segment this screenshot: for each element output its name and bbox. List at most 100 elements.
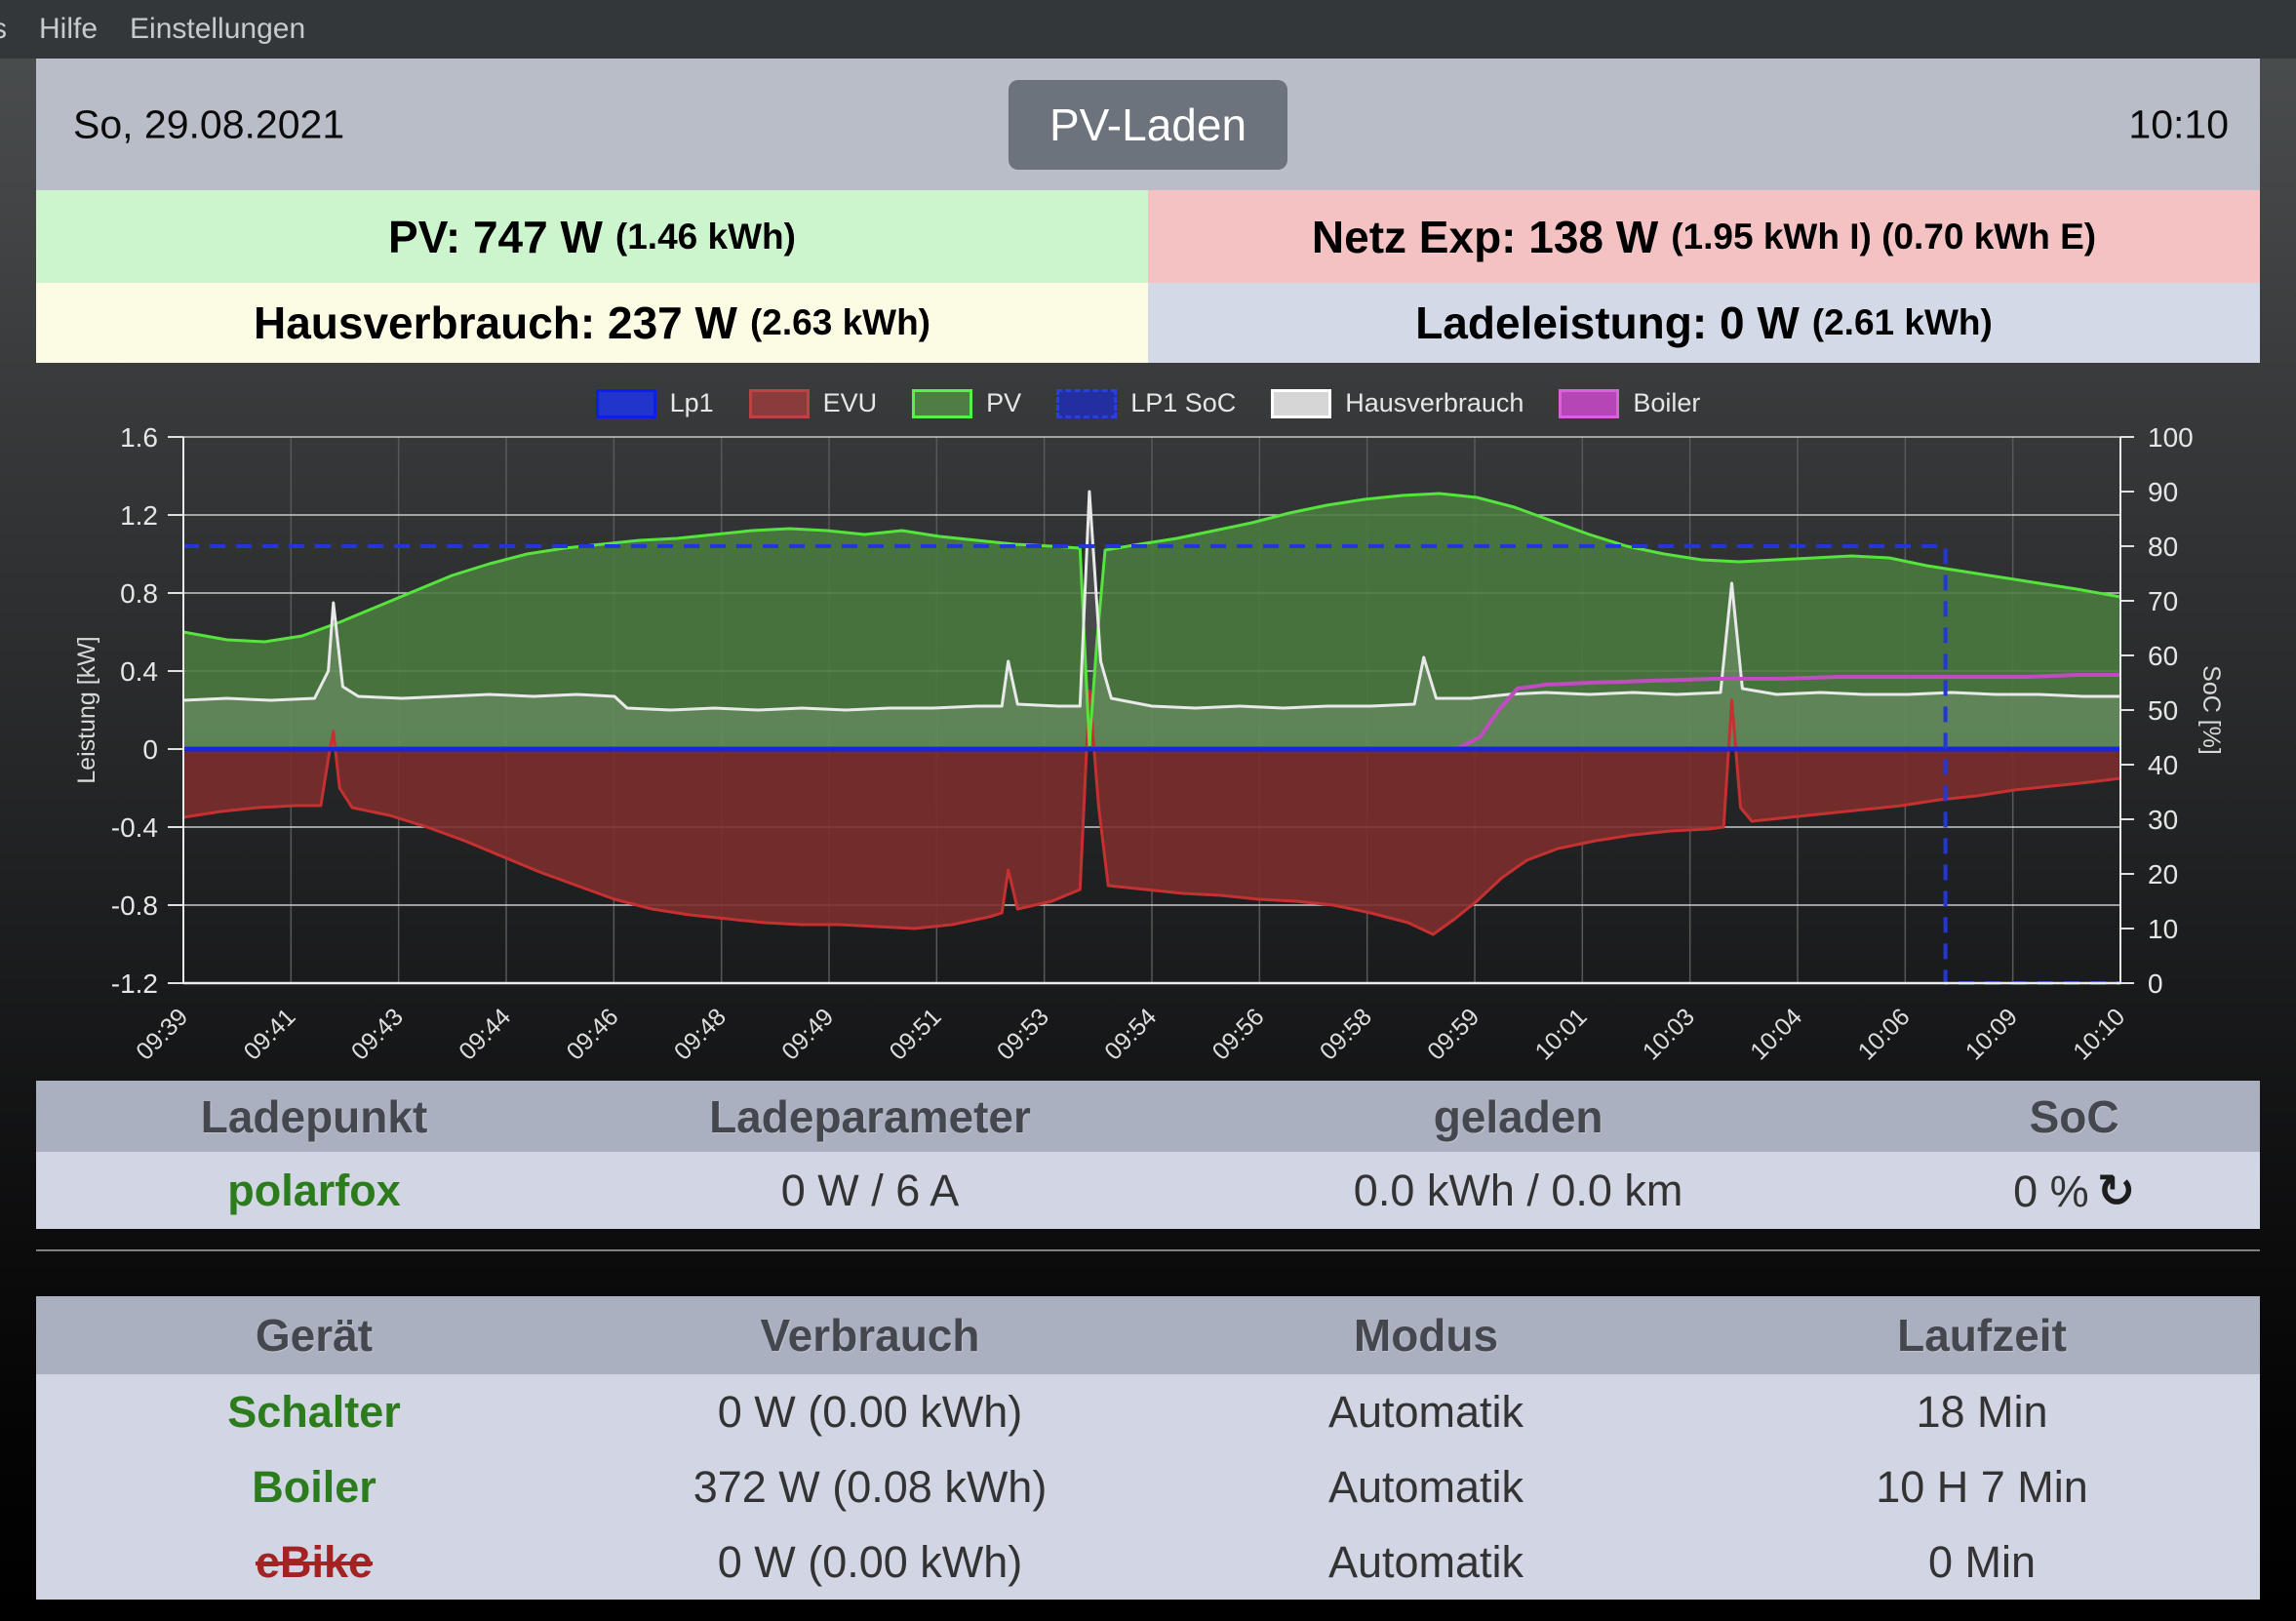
charge-energy-value: (2.61 kWh) bbox=[1811, 302, 1993, 342]
y-axis-left-title: Leistung [kW] bbox=[73, 636, 100, 783]
device-runtime: 18 Min bbox=[1916, 1386, 2048, 1437]
svg-text:0.8: 0.8 bbox=[120, 578, 158, 609]
svg-text:0: 0 bbox=[2148, 969, 2163, 999]
svg-text:09:51: 09:51 bbox=[885, 1003, 947, 1065]
col-soc: SoC bbox=[2029, 1090, 2119, 1142]
menu-item-s[interactable]: s bbox=[0, 13, 7, 46]
device-row-boiler: Boiler 372 W (0.08 kWh) Automatik 10 H 7 Mi… bbox=[36, 1449, 2260, 1524]
status-box-house: Hausverbrauch: 237 W (2.63 kWh) bbox=[36, 283, 1148, 363]
legend-swatch bbox=[1559, 388, 1620, 418]
legend-item-hausverbrauch[interactable]: Hausverbrauch bbox=[1271, 388, 1524, 418]
y-axis-right-title: SoC [%] bbox=[2197, 665, 2225, 755]
svg-text:20: 20 bbox=[2148, 859, 2178, 890]
device-mode: Automatik bbox=[1327, 1386, 1524, 1437]
menu-item-hilfe[interactable]: Hilfe bbox=[39, 13, 99, 45]
device-table-header: Gerät Verbrauch Modus Laufzeit bbox=[36, 1296, 2260, 1374]
svg-text:70: 70 bbox=[2148, 586, 2178, 616]
col-laufzeit: Laufzeit bbox=[1897, 1310, 2067, 1361]
svg-text:09:46: 09:46 bbox=[562, 1003, 624, 1065]
col-modus: Modus bbox=[1353, 1310, 1499, 1361]
svg-text:09:56: 09:56 bbox=[1207, 1003, 1270, 1065]
svg-text:09:58: 09:58 bbox=[1315, 1003, 1377, 1065]
svg-text:10:04: 10:04 bbox=[1745, 1003, 1807, 1065]
date-label: So, 29.08.2021 bbox=[73, 101, 345, 146]
svg-text:90: 90 bbox=[2148, 477, 2178, 507]
svg-text:0.4: 0.4 bbox=[120, 656, 158, 687]
svg-text:10:10: 10:10 bbox=[2068, 1003, 2130, 1065]
grid-power-value: Netz Exp: 138 W bbox=[1311, 211, 1659, 262]
device-row-schalter: Schalter 0 W (0.00 kWh) Automatik 18 Min bbox=[36, 1374, 2260, 1449]
col-verbrauch: Verbrauch bbox=[760, 1310, 980, 1361]
device-name[interactable]: Boiler bbox=[252, 1461, 376, 1512]
device-name[interactable]: eBike bbox=[255, 1536, 374, 1587]
status-box-pv: PV: 747 W (1.46 kWh) bbox=[36, 190, 1148, 283]
device-mode: Automatik bbox=[1327, 1536, 1524, 1587]
section-divider bbox=[36, 1249, 2260, 1251]
status-box-grid: Netz Exp: 138 W (1.95 kWh I) (0.70 kWh E… bbox=[1148, 190, 2260, 283]
soc-value: 0 % bbox=[2013, 1166, 2089, 1216]
svg-text:-0.4: -0.4 bbox=[111, 812, 158, 843]
status-box-charge: Ladeleistung: 0 W (2.61 kWh) bbox=[1148, 283, 2260, 363]
legend-label: Boiler bbox=[1633, 388, 1701, 417]
legend-label: Hausverbrauch bbox=[1345, 388, 1524, 417]
svg-text:10:03: 10:03 bbox=[1638, 1003, 1700, 1065]
chargepoint-name[interactable]: polarfox bbox=[227, 1165, 401, 1215]
house-energy-value: (2.63 kWh) bbox=[749, 302, 930, 342]
charge-params-value: 0 W / 6 A bbox=[780, 1165, 960, 1215]
svg-text:09:39: 09:39 bbox=[131, 1003, 193, 1065]
charge-mode-button[interactable]: PV-Laden bbox=[1008, 80, 1288, 170]
status-grid: PV: 747 W (1.46 kWh) Netz Exp: 138 W (1.… bbox=[36, 190, 2260, 363]
device-runtime: 10 H 7 Min bbox=[1876, 1461, 2088, 1512]
legend-swatch bbox=[1056, 388, 1118, 418]
svg-text:30: 30 bbox=[2148, 805, 2178, 835]
col-geraet: Gerät bbox=[255, 1310, 374, 1361]
legend-swatch bbox=[912, 388, 973, 418]
device-runtime: 0 Min bbox=[1927, 1536, 2037, 1587]
chargepoint-table: Ladepunkt Ladeparameter geladen SoC pola… bbox=[36, 1081, 2260, 1229]
device-name[interactable]: Schalter bbox=[227, 1386, 401, 1437]
svg-text:1.2: 1.2 bbox=[120, 500, 158, 531]
legend-item-lp1-soc[interactable]: LP1 SoC bbox=[1056, 388, 1236, 418]
svg-text:10:09: 10:09 bbox=[1960, 1003, 2023, 1065]
main-content: So, 29.08.2021 PV-Laden 10:10 PV: 747 W … bbox=[36, 59, 2260, 1600]
device-consumption: 0 W (0.00 kWh) bbox=[717, 1536, 1023, 1587]
legend-label: EVU bbox=[822, 388, 878, 417]
svg-text:-1.2: -1.2 bbox=[111, 969, 158, 999]
svg-text:-0.8: -0.8 bbox=[111, 890, 158, 921]
legend-item-lp1[interactable]: Lp1 bbox=[595, 388, 714, 418]
svg-text:09:53: 09:53 bbox=[992, 1003, 1054, 1065]
svg-text:10: 10 bbox=[2148, 914, 2178, 944]
svg-text:1.6: 1.6 bbox=[120, 422, 158, 453]
svg-text:100: 100 bbox=[2148, 422, 2194, 453]
device-consumption: 372 W (0.08 kWh) bbox=[693, 1461, 1048, 1512]
svg-text:10:01: 10:01 bbox=[1530, 1003, 1593, 1065]
svg-text:09:41: 09:41 bbox=[239, 1003, 301, 1065]
svg-text:50: 50 bbox=[2148, 695, 2178, 726]
soc-cell: 0 % ↻ bbox=[1888, 1164, 2260, 1218]
chargepoint-row: polarfox 0 W / 6 A 0.0 kWh / 0.0 km 0 % ↻ bbox=[36, 1152, 2260, 1229]
charge-power-value: Ladeleistung: 0 W bbox=[1415, 297, 1800, 348]
svg-text:80: 80 bbox=[2148, 532, 2178, 562]
device-table: Gerät Verbrauch Modus Laufzeit Schalter 0… bbox=[36, 1296, 2260, 1600]
legend-item-evu[interactable]: EVU bbox=[748, 388, 878, 418]
svg-text:0: 0 bbox=[142, 734, 158, 765]
svg-text:09:54: 09:54 bbox=[1099, 1003, 1162, 1065]
svg-text:09:43: 09:43 bbox=[346, 1003, 409, 1065]
legend-swatch bbox=[1271, 388, 1332, 418]
svg-text:60: 60 bbox=[2148, 641, 2178, 671]
svg-text:10:06: 10:06 bbox=[1853, 1003, 1916, 1065]
chargepoint-table-header: Ladepunkt Ladeparameter geladen SoC bbox=[36, 1081, 2260, 1152]
legend-swatch bbox=[595, 388, 656, 418]
legend-label: Lp1 bbox=[669, 388, 714, 417]
svg-text:09:49: 09:49 bbox=[776, 1003, 839, 1065]
col-ladepunkt: Ladepunkt bbox=[200, 1090, 428, 1142]
soc-refresh-icon[interactable]: ↻ bbox=[2096, 1164, 2136, 1216]
pv-power-value: PV: 747 W bbox=[388, 211, 603, 262]
legend-label: PV bbox=[986, 388, 1022, 417]
grid-energy-value: (1.95 kWh I) (0.70 kWh E) bbox=[1671, 216, 2097, 257]
legend-item-boiler[interactable]: Boiler bbox=[1559, 388, 1700, 418]
col-ladeparameter: Ladeparameter bbox=[709, 1090, 1031, 1142]
menu-item-einstellungen[interactable]: Einstellungen bbox=[130, 13, 306, 45]
legend-item-pv[interactable]: PV bbox=[912, 388, 1021, 418]
svg-text:09:59: 09:59 bbox=[1422, 1003, 1484, 1065]
